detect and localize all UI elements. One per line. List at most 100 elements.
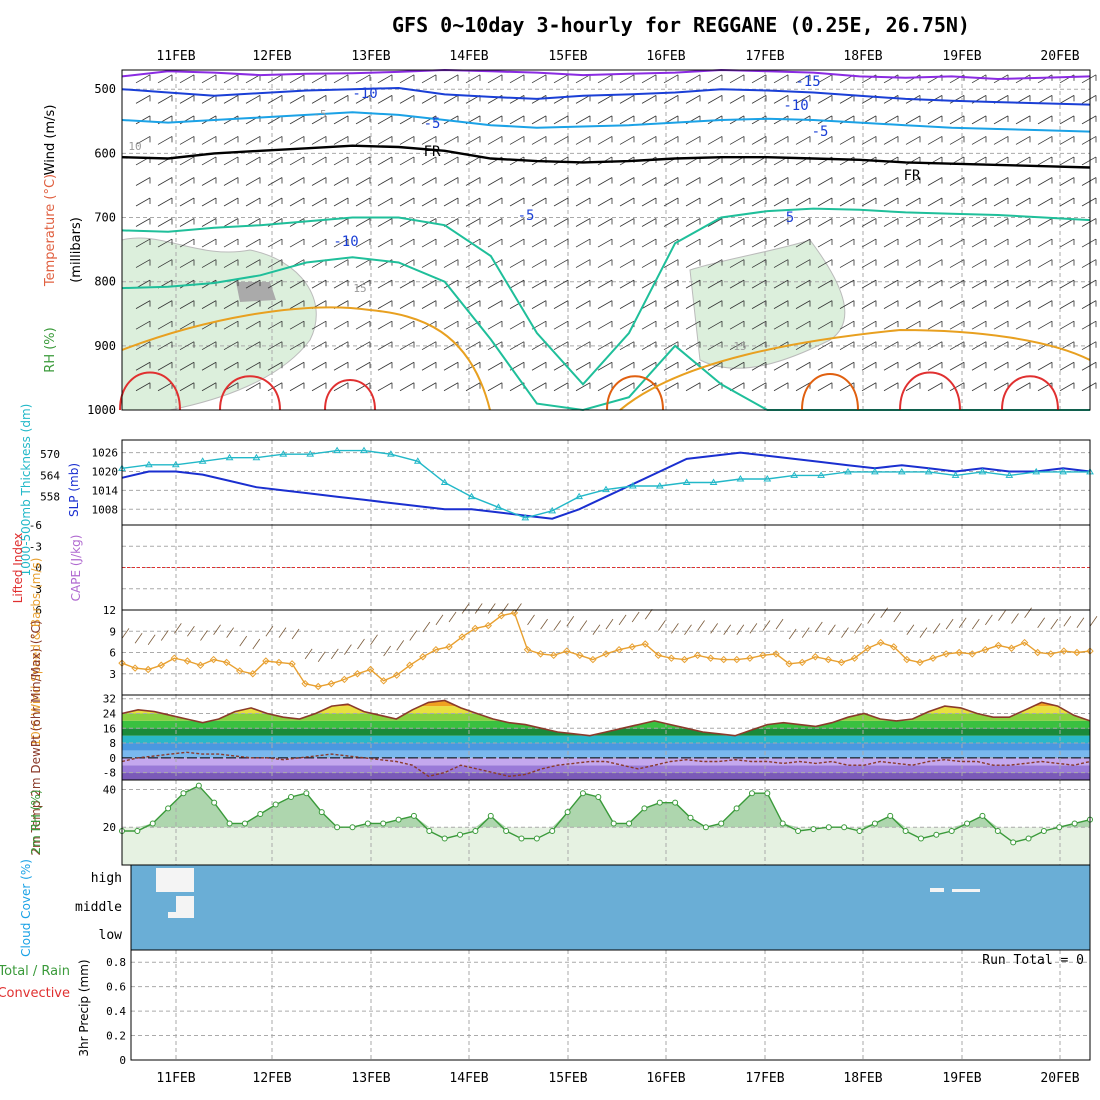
wind-barb-10m [1050,618,1059,630]
wind-barb [179,74,195,84]
isotherm-15 [121,306,491,411]
wind-barb [927,259,943,268]
wind-barb [223,95,239,104]
wind-barb [817,259,833,268]
wind-barb [135,197,151,207]
wind-barb [377,361,393,371]
date-label-bottom: 13FEB [351,1071,390,1086]
wind-barb-10m [344,644,352,655]
wind-barb [927,320,943,330]
wind-barb [201,218,217,227]
thickness-ylabel: 1000-500mb Thickness (dm) [19,404,33,577]
wind-barb [267,95,283,104]
rh-marker [410,812,417,819]
cape-ylabel: CAPE (J/kg) [69,535,83,602]
wind-barb [289,320,305,330]
wind-barb [399,279,415,289]
wind-barb [575,156,591,166]
wind-barb [883,300,899,309]
wind-barb [795,382,811,392]
wind-barb [311,382,327,392]
wind-barb [245,95,261,104]
thickness-tick-label: 558 [40,491,60,504]
wind-barb [267,300,283,309]
wind-barb [597,95,613,104]
date-label-bottom: 12FEB [252,1071,291,1086]
wind-barb [817,177,833,186]
wind-barb [377,218,393,227]
wind-barb [157,341,173,351]
wind-barb-10m [841,627,849,638]
wind-barb [1037,95,1053,104]
wind-barb [641,320,657,330]
wind-barb [509,259,525,268]
wind-barb [355,136,371,145]
wind-barb [531,361,547,371]
wind-barb [487,197,503,207]
wind-barb [773,382,789,392]
wind-barb [399,177,415,186]
date-label-bottom: 11FEB [156,1071,195,1086]
date-label-bottom: 20FEB [1040,1071,1079,1086]
wind-barb [399,197,415,207]
wind-barb [333,177,349,186]
temp-tick-label: 16 [103,722,116,735]
precip-tick-label: 0.8 [106,956,126,969]
wind-barb [1015,320,1031,330]
wind-speed-marker [523,645,532,654]
wind-barb [289,177,305,186]
rh-marker [595,794,602,800]
pressure-tick-label: 800 [94,275,116,289]
rh-marker [856,828,863,834]
wind-barb [377,136,393,145]
wind-barb [135,136,151,145]
wind-barb [817,382,833,392]
wind-speed-marker [1020,638,1029,647]
wind-barb [751,361,767,371]
rh-marker [641,805,648,812]
wind-barb [553,259,569,268]
wind-barb [311,238,327,248]
wind-barb [157,197,173,207]
wind-barb [465,177,481,186]
wind-barb [707,320,723,330]
wind-barb [421,95,437,104]
wind-barb [575,74,591,84]
wind-barb [443,279,459,289]
wind-barb [861,259,877,268]
wind-barb [333,197,349,207]
wind-barb [861,320,877,330]
wind-barb [465,300,481,309]
wind-barb-10m [278,627,287,638]
wind-barb [729,300,745,309]
wind-barb-10m [671,623,679,634]
wind-barb [157,300,173,309]
wind-barb [245,320,261,330]
wind-barb [421,341,437,351]
wind-barb [311,74,327,84]
wind-barb [267,238,283,248]
temp-tick-label: -8 [103,767,116,780]
wind-barb [421,74,437,84]
wind-barb-10m [958,617,967,628]
pressure-tick-label: 1000 [87,403,116,417]
wind-barb [949,382,965,392]
wind-barb-10m [618,614,627,626]
wind-barb [333,361,349,371]
wind-barb [223,74,239,84]
wind-speed-marker [1060,647,1068,655]
wind-barb [993,382,1009,392]
rh-marker [917,835,924,842]
wind-barb [619,136,635,145]
temp-color-band [122,713,1090,721]
wind-barb [399,74,415,84]
wind-tick-label: 3 [109,668,116,681]
wind-barb [421,382,437,392]
wind-barb [575,177,591,186]
wind-barb [575,279,591,289]
wind-barb [399,300,415,309]
wind-barb [817,95,833,104]
wind-barb [795,95,811,104]
wind-barb [553,115,569,125]
